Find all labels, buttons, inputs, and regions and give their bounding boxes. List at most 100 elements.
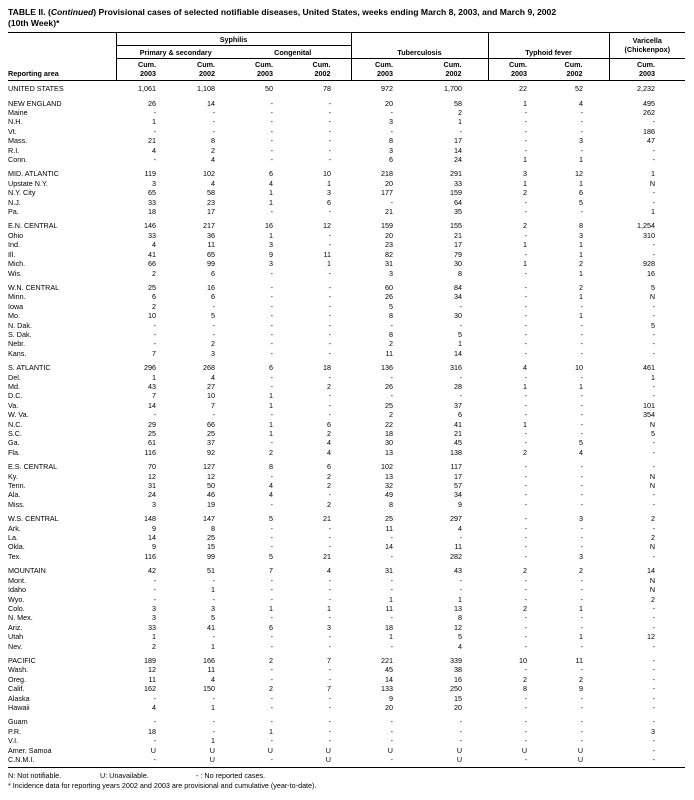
value-cell: -	[270, 674, 273, 684]
table-row: UNITED STATES 1,061 1,108 50 78 972 1,700 22 52 2…	[8, 81, 685, 94]
value-cell: -	[328, 301, 331, 311]
value-cell: -	[652, 188, 656, 198]
value-cell: -	[580, 575, 584, 585]
value-cell: -	[328, 674, 331, 684]
table-body: UNITED STATES 1,061 1,108 50 78 972 1,700 22 52 2…	[8, 81, 685, 768]
value-cell: 21	[148, 136, 156, 146]
value-cell: -	[652, 381, 656, 391]
value-cell: 6	[579, 188, 584, 198]
table-row: N.H. 1 - - - 3 1 - - -	[8, 117, 685, 126]
value-cell: -	[580, 339, 584, 349]
value-cell: -	[153, 108, 156, 117]
value-cell: U	[150, 745, 156, 755]
value-cell: 3	[389, 145, 393, 155]
value-cell: -	[580, 419, 584, 429]
value-cell: 17	[454, 471, 463, 481]
value-cell: -	[524, 329, 528, 339]
value-cell: 3	[152, 603, 156, 613]
reporting-area-cell: Nev.	[8, 641, 23, 651]
value-cell: 12	[148, 665, 156, 675]
value-cell: -	[328, 594, 331, 604]
table-row: Ala. 24 46 4 - 49 34 - - -	[8, 490, 685, 499]
value-cell: -	[153, 575, 156, 585]
reporting-area-cell: Alaska	[8, 693, 30, 703]
value-cell: -	[212, 632, 215, 642]
col-header-varicella-cum-2003: Cum. 2003	[608, 58, 686, 82]
value-cell: 268	[203, 363, 215, 373]
header-syphilis: Syphilis	[116, 32, 351, 46]
value-cell: 6	[389, 155, 393, 165]
header-typhoid-fever: Typhoid fever	[487, 32, 610, 59]
value-cell: 1	[579, 632, 584, 642]
value-cell: -	[153, 693, 156, 703]
value-cell: -	[524, 514, 528, 524]
value-cell: -	[524, 429, 528, 438]
reporting-area-header: Reporting area	[8, 31, 117, 82]
value-cell: -	[270, 339, 273, 349]
reporting-area-cell: S. ATLANTIC	[8, 363, 51, 373]
value-cell: -	[390, 126, 393, 136]
value-cell: -	[153, 126, 156, 136]
value-cell: 4	[152, 240, 156, 250]
value-cell: 23	[207, 197, 215, 207]
value-cell: 16	[647, 268, 656, 278]
value-cell: 4	[579, 447, 584, 457]
value-cell: -	[270, 755, 273, 764]
col-header-syphilis-ps-cum-2003: Cum. 2003	[116, 58, 176, 82]
value-cell: 5	[389, 301, 393, 311]
value-cell: -	[328, 348, 331, 358]
value-cell: -	[270, 736, 273, 746]
value-cell: 189	[144, 655, 156, 665]
reporting-area-cell: Conn.	[8, 155, 28, 165]
value-cell: -	[652, 674, 656, 684]
value-cell: 1	[152, 372, 156, 382]
table-row: Pa. 18 17 - - 21 35 - - 1	[8, 207, 685, 216]
value-cell: 65	[148, 188, 156, 198]
value-cell: -	[270, 136, 273, 146]
value-cell: -	[270, 329, 273, 339]
value-cell: -	[580, 613, 584, 623]
value-cell: 31	[385, 259, 393, 269]
value-cell: 8	[389, 499, 393, 509]
value-cell: -	[524, 339, 528, 349]
value-cell: -	[270, 372, 273, 382]
value-cell: 4	[523, 363, 528, 373]
table-row: Conn. - 4 - - 6 24 1 1 -	[8, 155, 685, 164]
value-cell: -	[524, 197, 528, 207]
value-cell: 146	[144, 221, 156, 231]
value-cell: 1	[579, 292, 584, 302]
value-cell: 2	[651, 514, 656, 524]
footnote-symbols: N: Not notifiable. U: Unavailable. - : No …	[8, 771, 686, 781]
value-cell: -	[524, 632, 528, 642]
value-cell: -	[524, 585, 528, 595]
value-cell: U	[267, 745, 273, 755]
value-cell: 6	[211, 268, 215, 278]
value-cell: 1,254	[637, 221, 656, 231]
value-cell: -	[652, 736, 656, 746]
table-row: Md. 43 27 - 2 26 28 1 1 -	[8, 382, 685, 391]
value-cell: 221	[381, 655, 393, 665]
value-cell: 3	[152, 499, 156, 509]
value-cell: 166	[203, 655, 215, 665]
value-cell: 296	[144, 363, 156, 373]
value-cell: 5	[211, 613, 215, 623]
value-cell: 8	[389, 329, 393, 339]
value-cell: U	[325, 755, 331, 764]
value-cell: -	[580, 301, 584, 311]
value-cell: 10	[519, 655, 528, 665]
value-cell: U	[456, 755, 463, 764]
table-row: W.S. CENTRAL 148 147 5 21 25 297 - 3 2	[8, 509, 685, 523]
value-cell: -	[580, 329, 584, 339]
value-cell: 38	[454, 665, 463, 675]
value-cell: 1	[651, 372, 656, 382]
value-cell: 1,108	[197, 84, 215, 94]
value-cell: -	[459, 391, 463, 401]
value-cell: 3	[389, 268, 393, 278]
value-cell: 147	[203, 514, 215, 524]
value-cell: -	[580, 320, 584, 330]
value-cell: 310	[643, 230, 656, 240]
value-cell: 5	[458, 329, 463, 339]
reporting-area-cell: Wis.	[8, 268, 22, 278]
value-cell: 37	[454, 400, 463, 410]
value-cell: 14	[148, 400, 156, 410]
